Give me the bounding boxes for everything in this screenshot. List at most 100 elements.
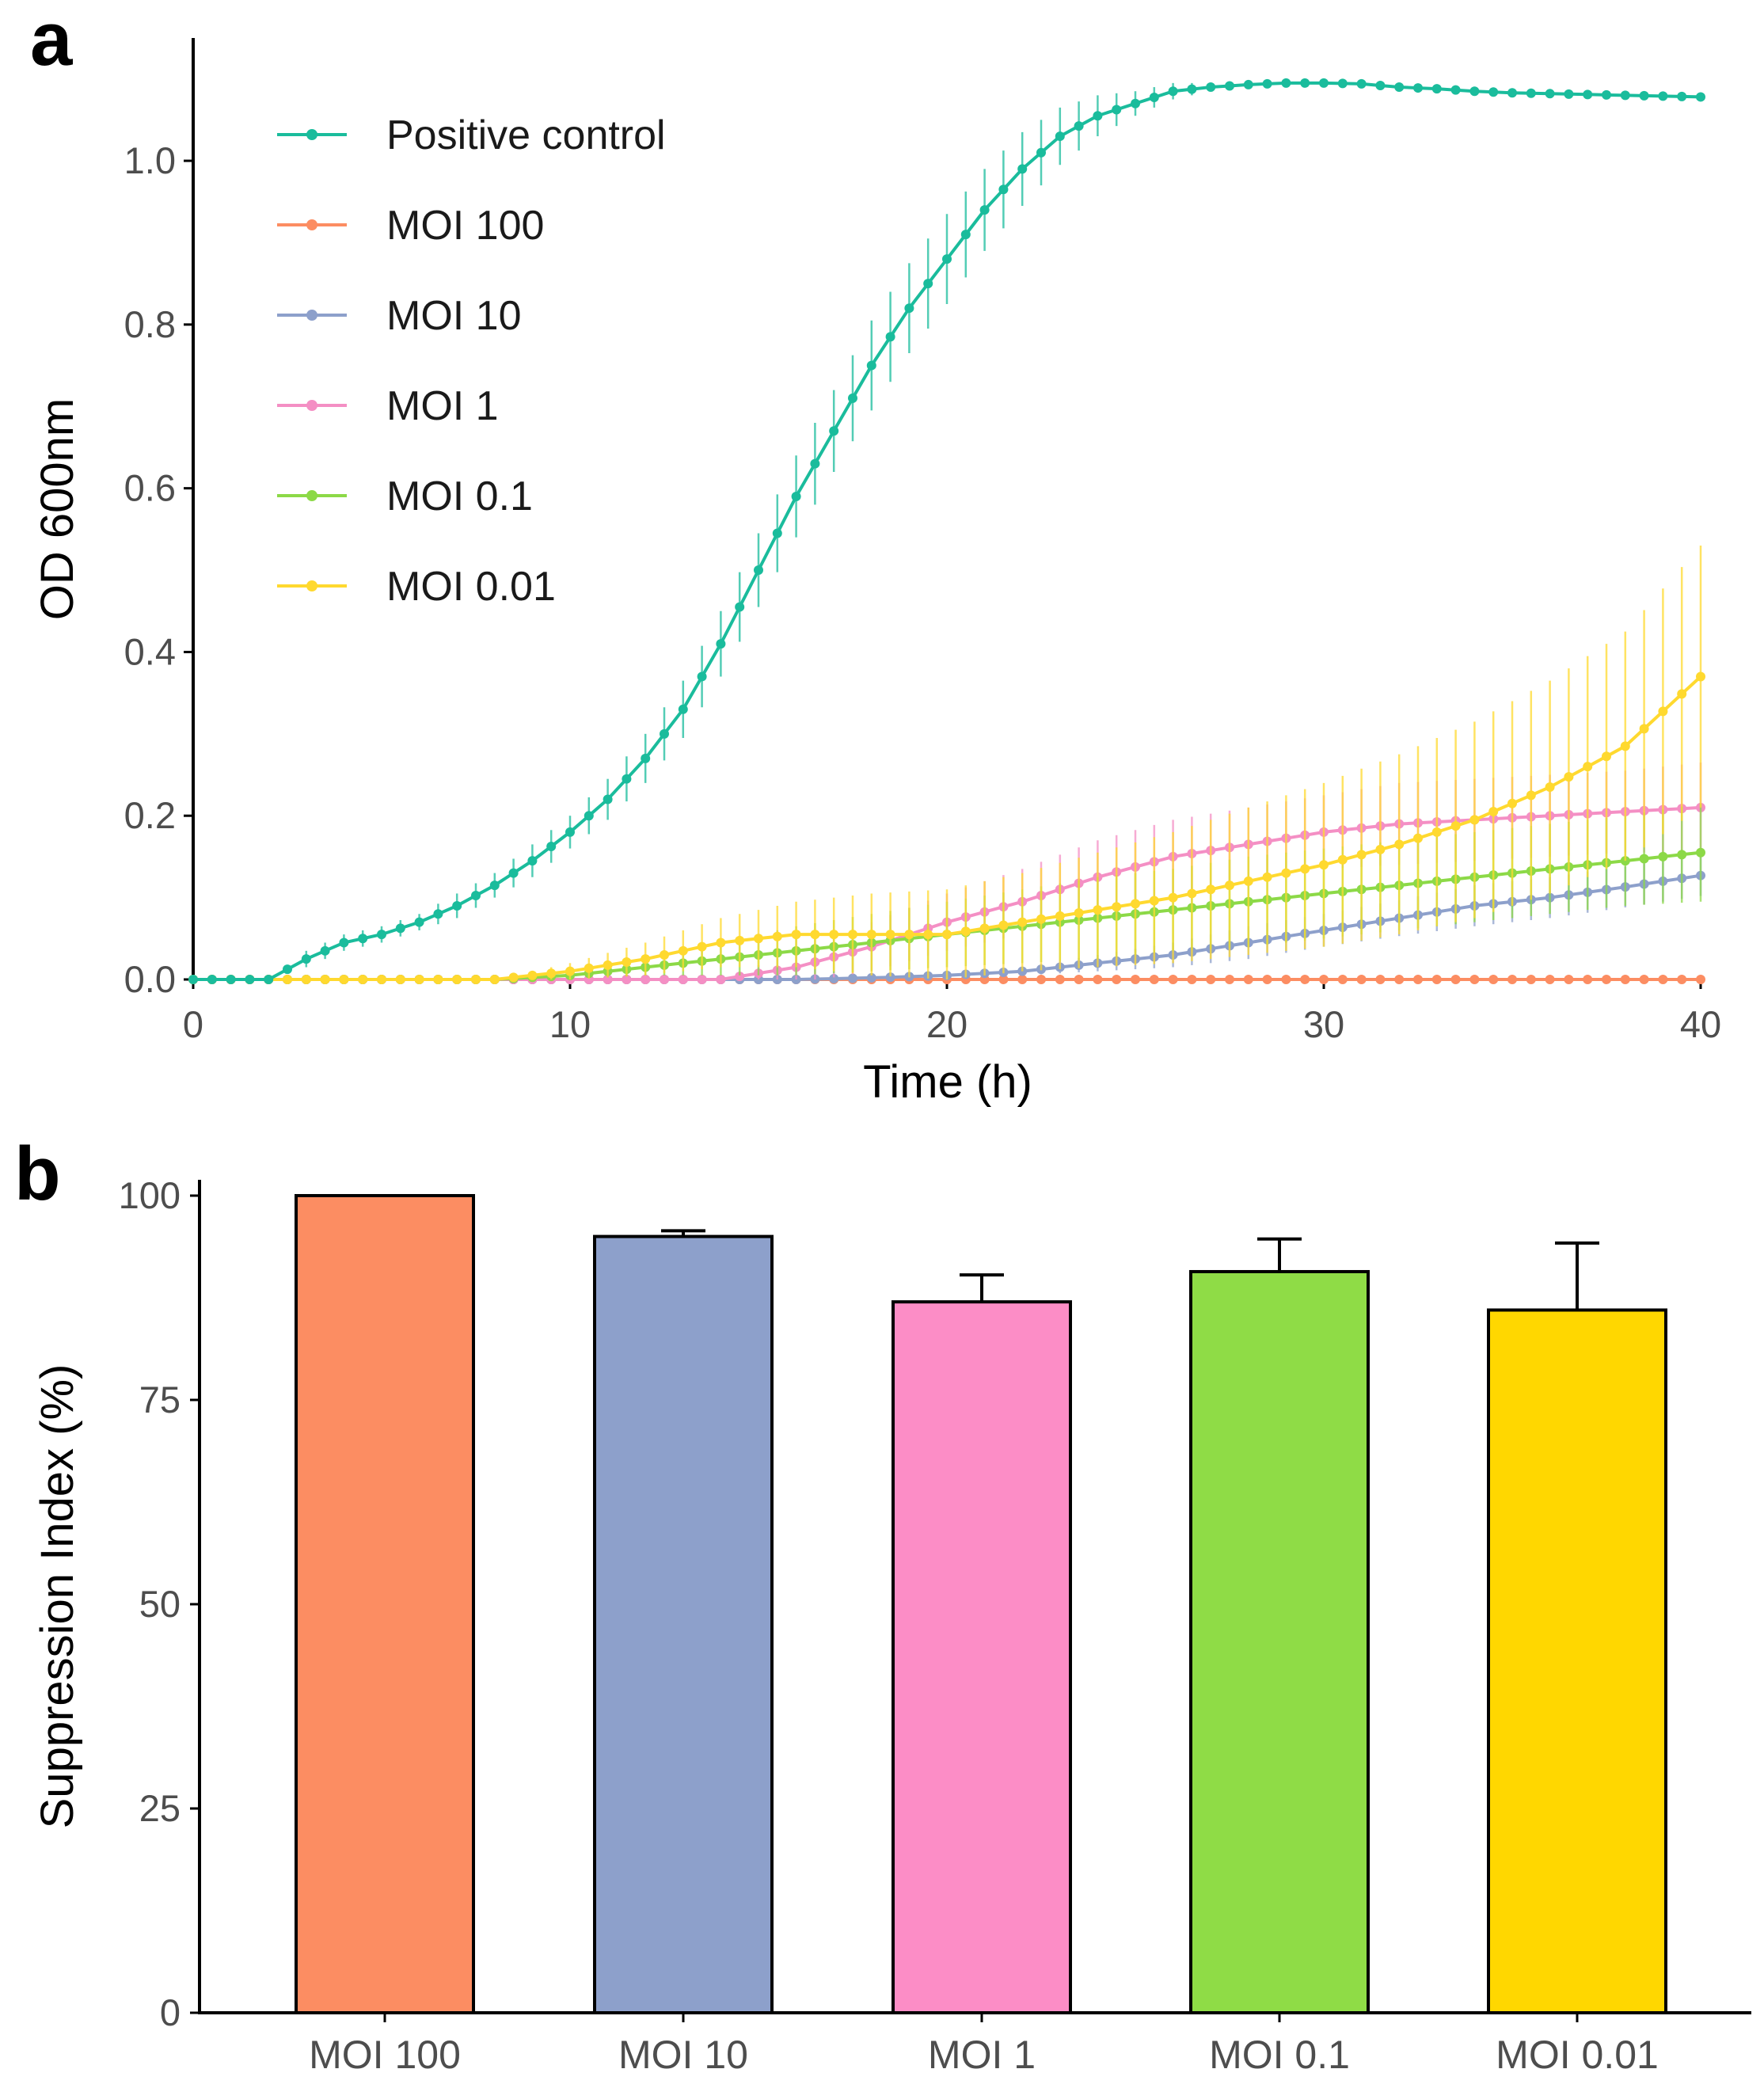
x-tick-label-b: MOI 1 — [928, 2033, 1036, 2077]
bar-group-moi-0-01 — [1487, 1241, 1667, 2014]
data-point — [1677, 91, 1687, 101]
series-moi-0-01 — [188, 546, 1705, 984]
data-point — [1431, 975, 1442, 984]
data-point — [1413, 833, 1423, 843]
data-point — [1677, 975, 1687, 984]
data-point — [1206, 975, 1216, 984]
data-point — [1564, 772, 1574, 782]
data-point — [904, 303, 914, 314]
data-point — [641, 753, 651, 763]
legend-marker — [306, 580, 317, 591]
data-point — [1488, 807, 1499, 817]
x-tick-label-b: MOI 0.1 — [1209, 2033, 1350, 2077]
data-point — [678, 704, 688, 714]
data-point — [1281, 975, 1291, 984]
data-point — [546, 841, 557, 851]
data-point — [489, 880, 500, 891]
data-point — [1168, 892, 1178, 903]
data-point — [697, 671, 707, 682]
data-point — [791, 491, 801, 501]
legend-label: MOI 10 — [386, 293, 522, 339]
data-point — [998, 975, 1009, 984]
data-point — [1206, 82, 1216, 93]
data-point — [641, 954, 651, 964]
data-point — [433, 975, 443, 984]
data-point — [301, 954, 311, 964]
data-point — [1450, 821, 1461, 831]
data-point — [1243, 975, 1253, 984]
data-point — [1319, 860, 1329, 870]
y-axis-title-a: OD 600nm — [32, 398, 83, 620]
y-tick-label-a: 0.6 — [124, 467, 176, 509]
x-tick-label-b: MOI 100 — [309, 2033, 461, 2077]
bar-moi-1 — [892, 1300, 1072, 2015]
data-point — [1055, 131, 1065, 142]
data-point — [1243, 79, 1253, 89]
x-tick-label-a: 30 — [1303, 1003, 1344, 1045]
data-point — [1375, 844, 1386, 854]
data-point — [471, 891, 481, 901]
data-point — [1677, 850, 1687, 860]
data-point — [1696, 92, 1705, 102]
data-point — [339, 975, 349, 984]
data-point — [1696, 847, 1705, 858]
bar-group-moi-100 — [295, 1194, 475, 2014]
data-point — [508, 868, 519, 878]
data-point — [1583, 762, 1593, 772]
bar-moi-100 — [295, 1194, 475, 2014]
x-tick-label-b: MOI 0.01 — [1496, 2033, 1659, 2077]
data-point — [678, 975, 688, 984]
data-point — [433, 909, 443, 919]
data-point — [1036, 914, 1046, 924]
data-point — [301, 975, 311, 984]
data-point — [1168, 975, 1178, 984]
data-point — [660, 975, 669, 984]
data-point — [998, 184, 1009, 195]
data-point — [1225, 975, 1234, 984]
data-point — [1187, 975, 1197, 984]
data-point — [1620, 90, 1630, 101]
data-point — [829, 930, 839, 940]
legend-marker — [306, 490, 317, 501]
data-point — [1225, 81, 1234, 91]
data-point — [471, 975, 481, 984]
data-point — [848, 930, 857, 940]
data-point — [1620, 741, 1630, 751]
data-point — [1187, 84, 1197, 94]
data-point — [527, 970, 538, 980]
data-point — [1131, 899, 1140, 909]
data-point — [979, 205, 990, 215]
data-point — [264, 975, 274, 984]
data-point — [1677, 689, 1687, 699]
data-point — [1337, 78, 1348, 89]
data-point — [1507, 88, 1517, 98]
data-point — [188, 975, 198, 984]
data-point — [735, 935, 745, 945]
y-tick-label-a: 0.8 — [124, 303, 176, 345]
data-point — [603, 975, 613, 984]
data-point — [1602, 751, 1611, 762]
data-point — [1300, 78, 1310, 88]
data-point — [452, 900, 462, 911]
data-point — [697, 975, 707, 984]
data-point — [358, 934, 368, 944]
data-point — [1112, 105, 1122, 115]
data-point — [1431, 827, 1442, 837]
data-point — [754, 565, 763, 576]
series-positive-control — [188, 78, 1705, 984]
data-point — [1206, 884, 1216, 895]
data-point — [1545, 782, 1555, 793]
data-point — [885, 332, 895, 342]
data-point — [622, 975, 632, 984]
data-point — [885, 930, 895, 940]
legend-item-moi-0-1: MOI 0.1 — [277, 474, 533, 519]
data-point — [829, 973, 839, 983]
data-point — [395, 923, 405, 934]
x-tick-label-b: MOI 10 — [618, 2033, 748, 2077]
data-point — [1526, 975, 1536, 984]
data-point — [641, 975, 651, 984]
y-tick-label-b: 100 — [119, 1174, 181, 1216]
data-point — [866, 972, 876, 983]
data-point — [848, 973, 857, 983]
data-point — [1093, 111, 1103, 121]
